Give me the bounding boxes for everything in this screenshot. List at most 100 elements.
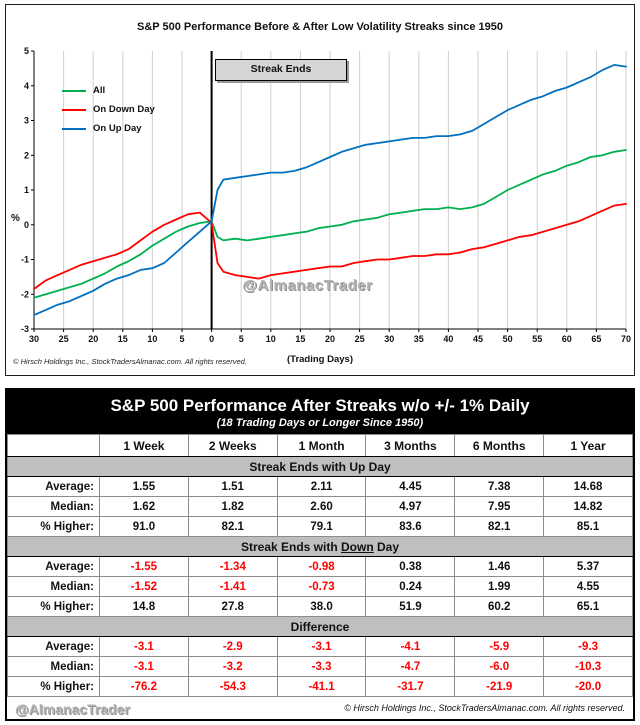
cell: 65.1 (543, 596, 633, 617)
cell: -4.7 (365, 656, 456, 677)
svg-text:20: 20 (88, 334, 98, 344)
cell: -21.9 (454, 676, 545, 697)
legend-item-on-down-day: On Down Day (62, 100, 155, 119)
row-label: Average: (7, 476, 100, 497)
row-label: % Higher: (7, 596, 100, 617)
cell: -4.1 (365, 636, 456, 657)
cell: 4.45 (365, 476, 456, 497)
cell: 0.38 (365, 556, 456, 577)
row-label: % Higher: (7, 676, 100, 697)
cell: -1.41 (187, 576, 278, 597)
svg-text:10: 10 (147, 334, 157, 344)
legend-label-all: All (93, 85, 106, 96)
col-header-1-month: 1 Month (276, 434, 367, 457)
cell: -20.0 (543, 676, 633, 697)
corner-cell (7, 434, 100, 457)
svg-text:30: 30 (29, 334, 39, 344)
legend-line-down-icon (62, 108, 86, 111)
cell: -6.0 (454, 656, 545, 677)
svg-text:-3: -3 (21, 324, 29, 334)
row-label: Median: (7, 496, 100, 517)
cell: 1.62 (99, 496, 189, 517)
svg-text:1: 1 (24, 185, 29, 195)
section-header-up-day: Streak Ends with Up Day (7, 456, 633, 477)
cell: -1.34 (187, 556, 278, 577)
streak-ends-callout: Streak Ends (215, 59, 347, 81)
cell: 2.11 (276, 476, 367, 497)
svg-text:0: 0 (209, 334, 214, 344)
cell: 1.46 (454, 556, 545, 577)
svg-text:15: 15 (118, 334, 128, 344)
cell: 51.9 (365, 596, 456, 617)
cell: 14.82 (543, 496, 633, 517)
cell: -0.73 (276, 576, 367, 597)
y-axis-label: % (11, 213, 20, 224)
svg-text:60: 60 (562, 334, 572, 344)
row-label: Average: (7, 636, 100, 657)
svg-text:3: 3 (24, 116, 29, 126)
column-header-row: 1 Week 2 Weeks 1 Month 3 Months 6 Months… (7, 434, 633, 457)
table-row: Average: -1.55 -1.34 -0.98 0.38 1.46 5.3… (7, 556, 633, 577)
cell: 85.1 (543, 516, 633, 537)
cell: -54.3 (187, 676, 278, 697)
cell: 82.1 (187, 516, 278, 537)
cell: 1.82 (187, 496, 278, 517)
svg-text:-2: -2 (21, 289, 29, 299)
chart-watermark: @AlmanacTrader (242, 277, 373, 294)
cell: -31.7 (365, 676, 456, 697)
row-label: Median: (7, 656, 100, 677)
col-header-1-year: 1 Year (543, 434, 633, 457)
col-header-3-months: 3 Months (365, 434, 456, 457)
svg-text:35: 35 (414, 334, 424, 344)
table-row: % Higher: 14.8 27.8 38.0 51.9 60.2 65.1 (7, 596, 633, 617)
cell: 0.24 (365, 576, 456, 597)
svg-text:25: 25 (355, 334, 365, 344)
x-axis-label: (Trading Days) (287, 354, 353, 365)
cell: 1.99 (454, 576, 545, 597)
cell: 60.2 (454, 596, 545, 617)
section-header-difference: Difference (7, 616, 633, 637)
svg-text:65: 65 (591, 334, 601, 344)
col-header-1-week: 1 Week (99, 434, 189, 457)
table-row: % Higher: -76.2 -54.3 -41.1 -31.7 -21.9 … (7, 676, 633, 697)
svg-text:55: 55 (532, 334, 542, 344)
svg-text:50: 50 (503, 334, 513, 344)
cell: 5.37 (543, 556, 633, 577)
cell: 1.55 (99, 476, 189, 497)
svg-text:40: 40 (443, 334, 453, 344)
legend-item-on-up-day: On Up Day (62, 119, 155, 138)
table-row: Median: -1.52 -1.41 -0.73 0.24 1.99 4.55 (7, 576, 633, 597)
cell: -5.9 (454, 636, 545, 657)
series-line-on-up-day (33, 64, 627, 317)
svg-text:5: 5 (179, 334, 184, 344)
svg-text:15: 15 (295, 334, 305, 344)
chart-title: S&P 500 Performance Before & After Low V… (136, 21, 503, 33)
chart-copyright: © Hirsch Holdings Inc., StockTradersAlma… (13, 357, 247, 366)
cell: -0.98 (276, 556, 367, 577)
row-label: Median: (7, 576, 100, 597)
cell: 1.51 (187, 476, 278, 497)
cell: 79.1 (276, 516, 367, 537)
row-label: % Higher: (7, 516, 100, 537)
svg-text:5: 5 (239, 334, 244, 344)
cell: 7.95 (454, 496, 545, 517)
svg-text:25: 25 (59, 334, 69, 344)
cell: -3.3 (276, 656, 367, 677)
table-row: Median: 1.62 1.82 2.60 4.97 7.95 14.82 (7, 496, 633, 517)
legend-item-all: All (62, 81, 155, 100)
series-line-on-down-day (33, 202, 627, 290)
section-title: Streak Ends with (240, 539, 341, 554)
section-header-down-day: Streak Ends with Down Day (7, 536, 633, 557)
svg-text:45: 45 (473, 334, 483, 344)
svg-text:4: 4 (24, 81, 29, 91)
svg-text:20: 20 (325, 334, 335, 344)
table-row: Average: -3.1 -2.9 -3.1 -4.1 -5.9 -9.3 (7, 636, 633, 657)
cell: 27.8 (187, 596, 278, 617)
chart-legend: All On Down Day On Up Day (62, 81, 155, 138)
cell: -10.3 (543, 656, 633, 677)
col-header-2-weeks: 2 Weeks (187, 434, 278, 457)
col-header-6-months: 6 Months (454, 434, 545, 457)
table-watermark: @AlmanacTrader (15, 701, 130, 717)
cell: 4.55 (543, 576, 633, 597)
table-title: S&P 500 Performance After Streaks w/o +/… (110, 396, 530, 415)
